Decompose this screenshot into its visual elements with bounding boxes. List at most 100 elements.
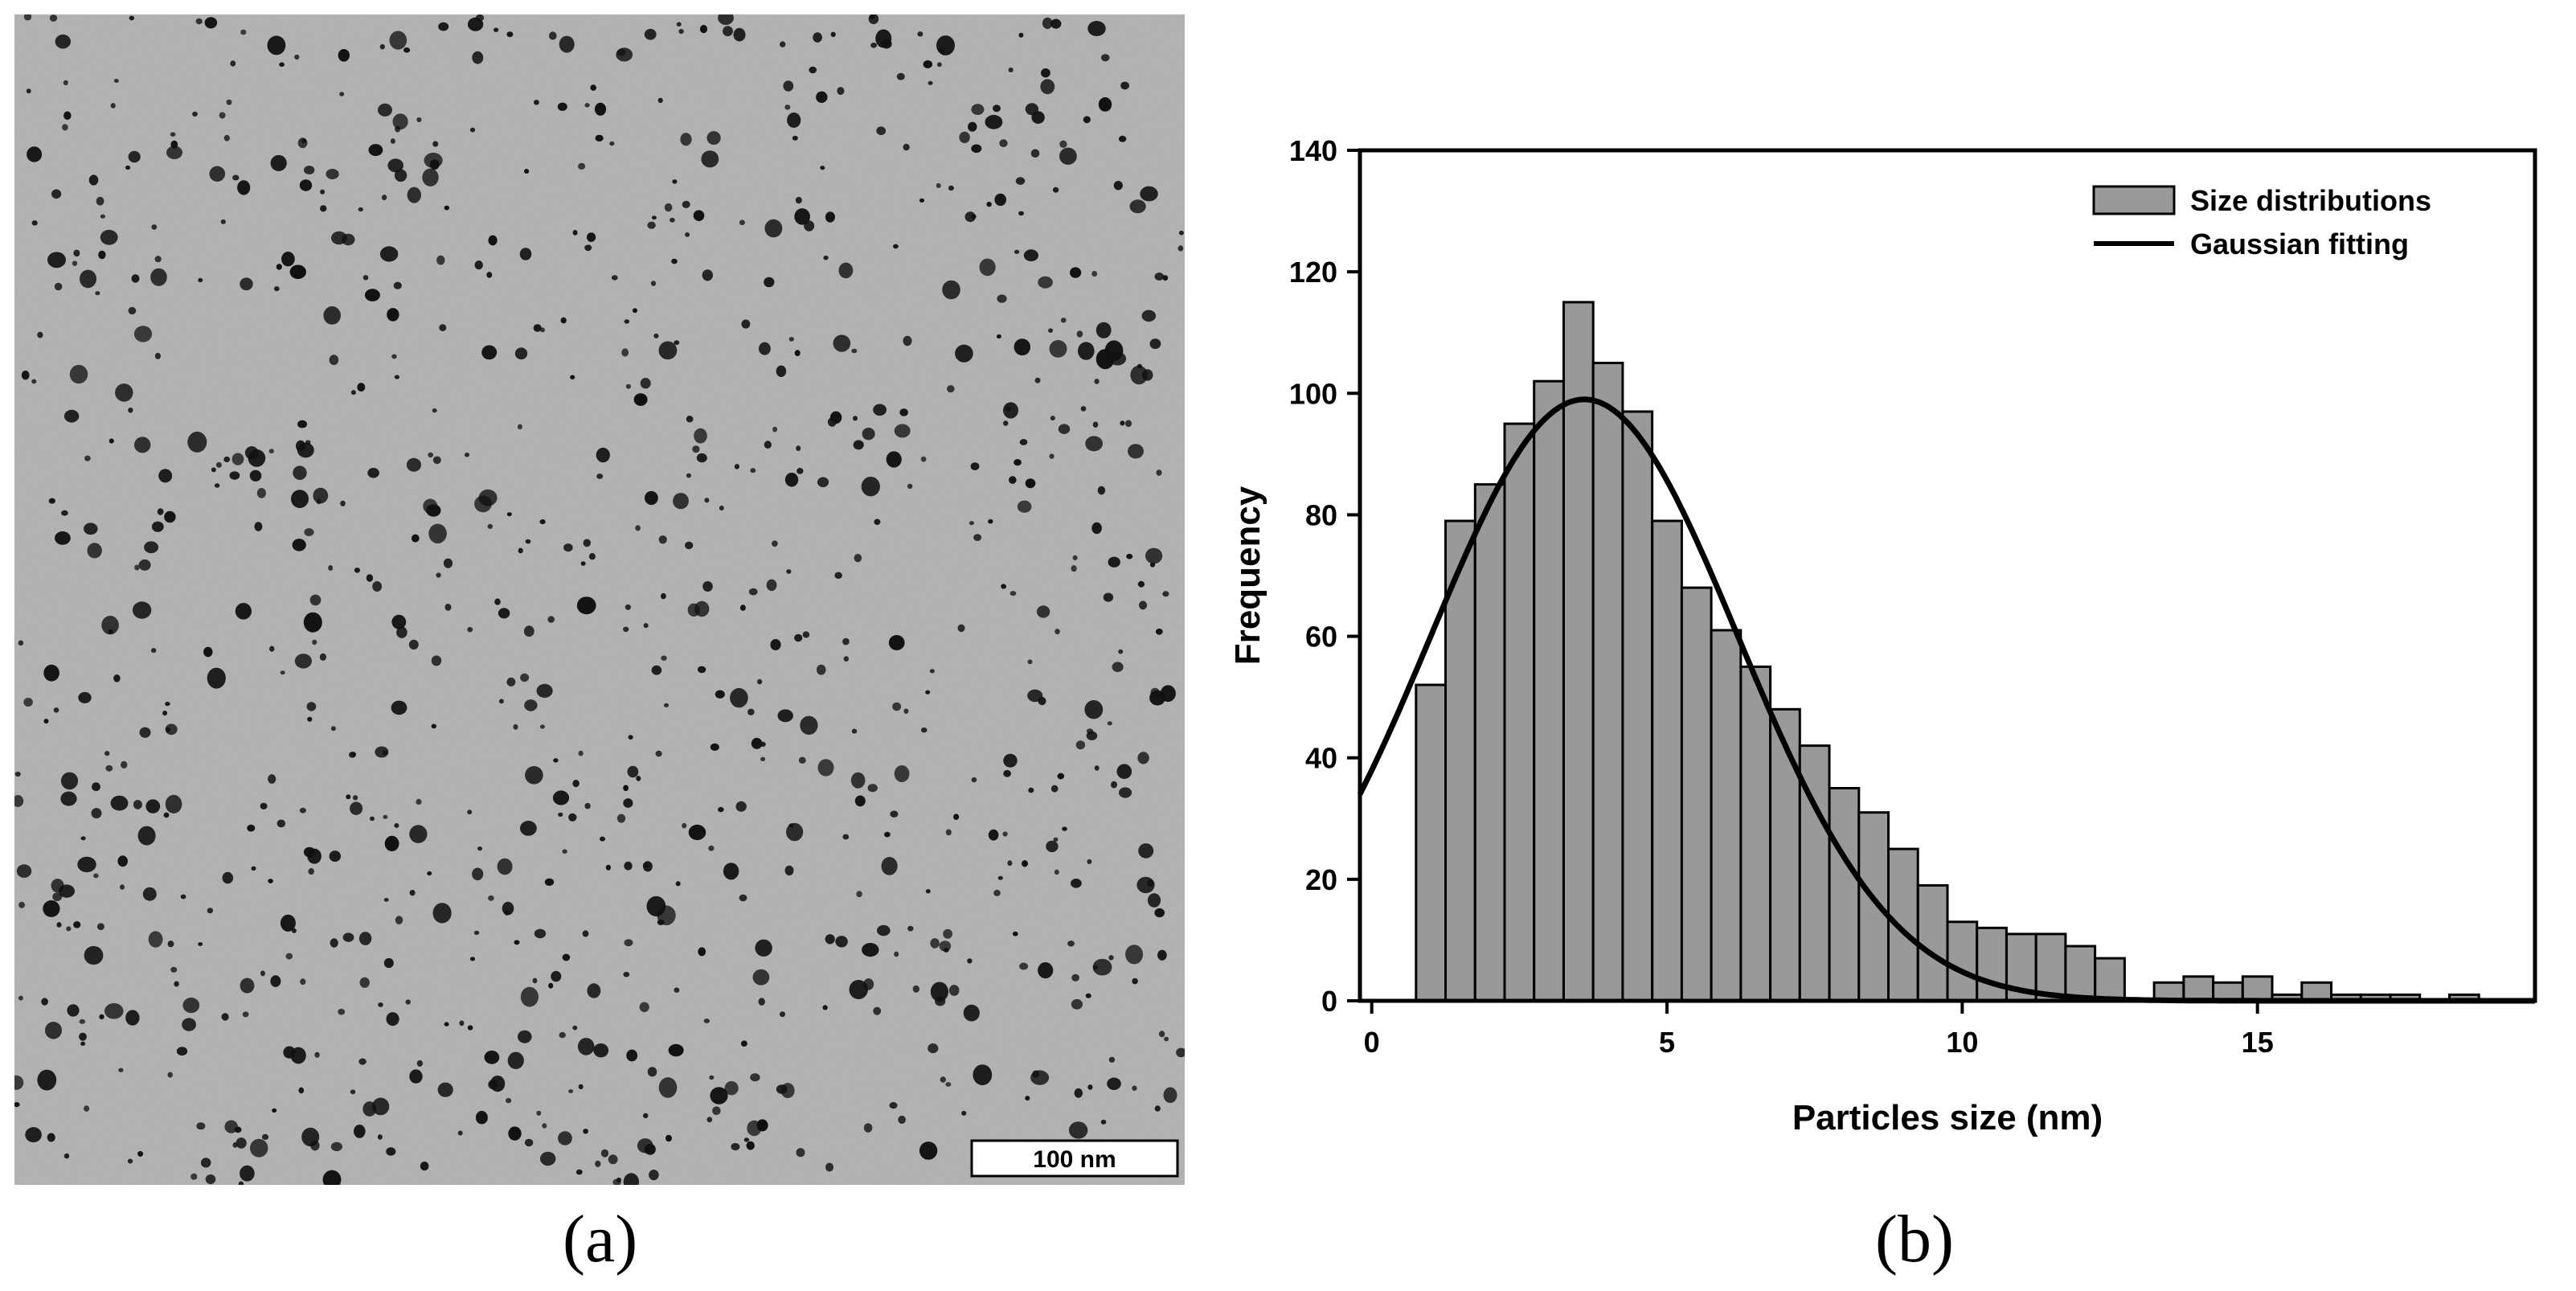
nanoparticle: [408, 639, 419, 650]
nanoparticle: [235, 603, 252, 620]
nanoparticle: [578, 162, 586, 170]
nanoparticle: [92, 782, 100, 792]
nanoparticle: [863, 1123, 873, 1133]
nanoparticle: [121, 760, 128, 769]
histogram-bar-9: [1680, 586, 1713, 1002]
nanoparticle: [113, 674, 121, 682]
nanoparticle: [428, 523, 447, 543]
nanoparticle: [1154, 908, 1165, 918]
nanoparticle: [457, 1130, 463, 1136]
nanoparticle: [1074, 1088, 1083, 1098]
nanoparticle: [182, 1018, 197, 1031]
histogram-bar-0: [1415, 683, 1447, 1002]
nanoparticle: [80, 269, 96, 289]
nanoparticle: [467, 627, 473, 633]
nanoparticle: [825, 934, 835, 945]
nanoparticle: [788, 823, 794, 828]
nanoparticle: [577, 1038, 595, 1055]
nanoparticle: [329, 355, 339, 366]
nanoparticle: [151, 521, 164, 532]
nanoparticle: [719, 506, 724, 510]
nanoparticle: [572, 1025, 578, 1031]
nanoparticle: [584, 103, 590, 108]
nanoparticle: [881, 857, 898, 875]
nanoparticle: [776, 365, 787, 377]
nanoparticle: [231, 453, 244, 465]
nanoparticle: [1008, 68, 1014, 72]
nanoparticle: [963, 1004, 980, 1022]
nanoparticle: [645, 490, 658, 506]
nanoparticle: [1111, 781, 1117, 789]
nanoparticle: [525, 766, 543, 785]
nanoparticle: [1018, 32, 1024, 38]
nanoparticle: [80, 836, 86, 841]
nanoparticle: [969, 521, 974, 526]
nanoparticle: [37, 331, 43, 338]
nanoparticle: [1072, 555, 1078, 561]
nanoparticle: [939, 941, 952, 952]
nanoparticle: [532, 977, 538, 984]
nanoparticle: [1091, 271, 1098, 277]
nanoparticle: [362, 1101, 377, 1117]
nanoparticle: [138, 559, 151, 571]
nanoparticle: [133, 326, 153, 342]
nanoparticle: [51, 879, 64, 893]
nanoparticle: [595, 134, 604, 142]
nanoparticle: [1096, 349, 1115, 370]
nanoparticle: [519, 248, 532, 260]
legend-label-size-distributions: Size distributions: [2190, 184, 2431, 217]
nanoparticle: [760, 756, 766, 761]
nanoparticle: [596, 447, 610, 463]
nanoparticle: [1092, 421, 1099, 428]
nanoparticle: [240, 1165, 255, 1182]
nanoparticle: [223, 456, 231, 463]
nanoparticle: [432, 903, 452, 924]
nanoparticle: [1164, 1036, 1169, 1042]
nanoparticle: [825, 211, 835, 223]
nanoparticle: [268, 449, 274, 454]
histogram-bar-12: [1769, 707, 1801, 1002]
nanoparticle: [170, 966, 178, 973]
nanoparticle: [1014, 338, 1031, 356]
nanoparticle: [131, 274, 140, 283]
nanoparticle: [422, 168, 439, 186]
nanoparticle: [200, 1158, 211, 1168]
nanoparticle: [128, 408, 133, 413]
nanoparticle: [617, 48, 626, 56]
nanoparticle: [1149, 338, 1161, 350]
nanoparticle: [706, 1117, 713, 1123]
nanoparticle: [735, 801, 747, 812]
nanoparticle: [1176, 1047, 1186, 1058]
nanoparticle: [1025, 1096, 1030, 1101]
nanoparticle: [60, 791, 77, 806]
histogram-bar-6: [1591, 362, 1624, 1002]
nanoparticle: [1071, 973, 1079, 982]
nanoparticle: [764, 441, 772, 449]
nanoparticle: [971, 144, 982, 154]
nanoparticle: [547, 616, 555, 623]
nanoparticle: [247, 824, 256, 832]
nanoparticle: [1094, 765, 1100, 771]
nanoparticle: [310, 1140, 320, 1151]
nanoparticle: [682, 200, 690, 208]
nanoparticle: [1053, 837, 1059, 842]
nanoparticle: [113, 79, 119, 83]
nanoparticle: [396, 626, 407, 638]
nanoparticle: [164, 510, 176, 523]
nanoparticle: [670, 217, 675, 223]
nanoparticle: [757, 678, 763, 685]
nanoparticle: [109, 438, 114, 444]
nanoparticle: [416, 1059, 423, 1067]
nanoparticle: [764, 277, 775, 288]
nanoparticle: [303, 846, 316, 858]
nanoparticle: [796, 1148, 805, 1158]
nanoparticle: [378, 103, 392, 117]
nanoparticle: [79, 1018, 86, 1024]
nanoparticle: [394, 823, 399, 828]
nanoparticle: [624, 861, 633, 871]
nanoparticle: [1022, 860, 1028, 867]
nanoparticle: [167, 1072, 173, 1078]
nanoparticle: [300, 978, 306, 986]
nanoparticle: [747, 1120, 762, 1137]
histogram-bar-4: [1533, 379, 1565, 1002]
